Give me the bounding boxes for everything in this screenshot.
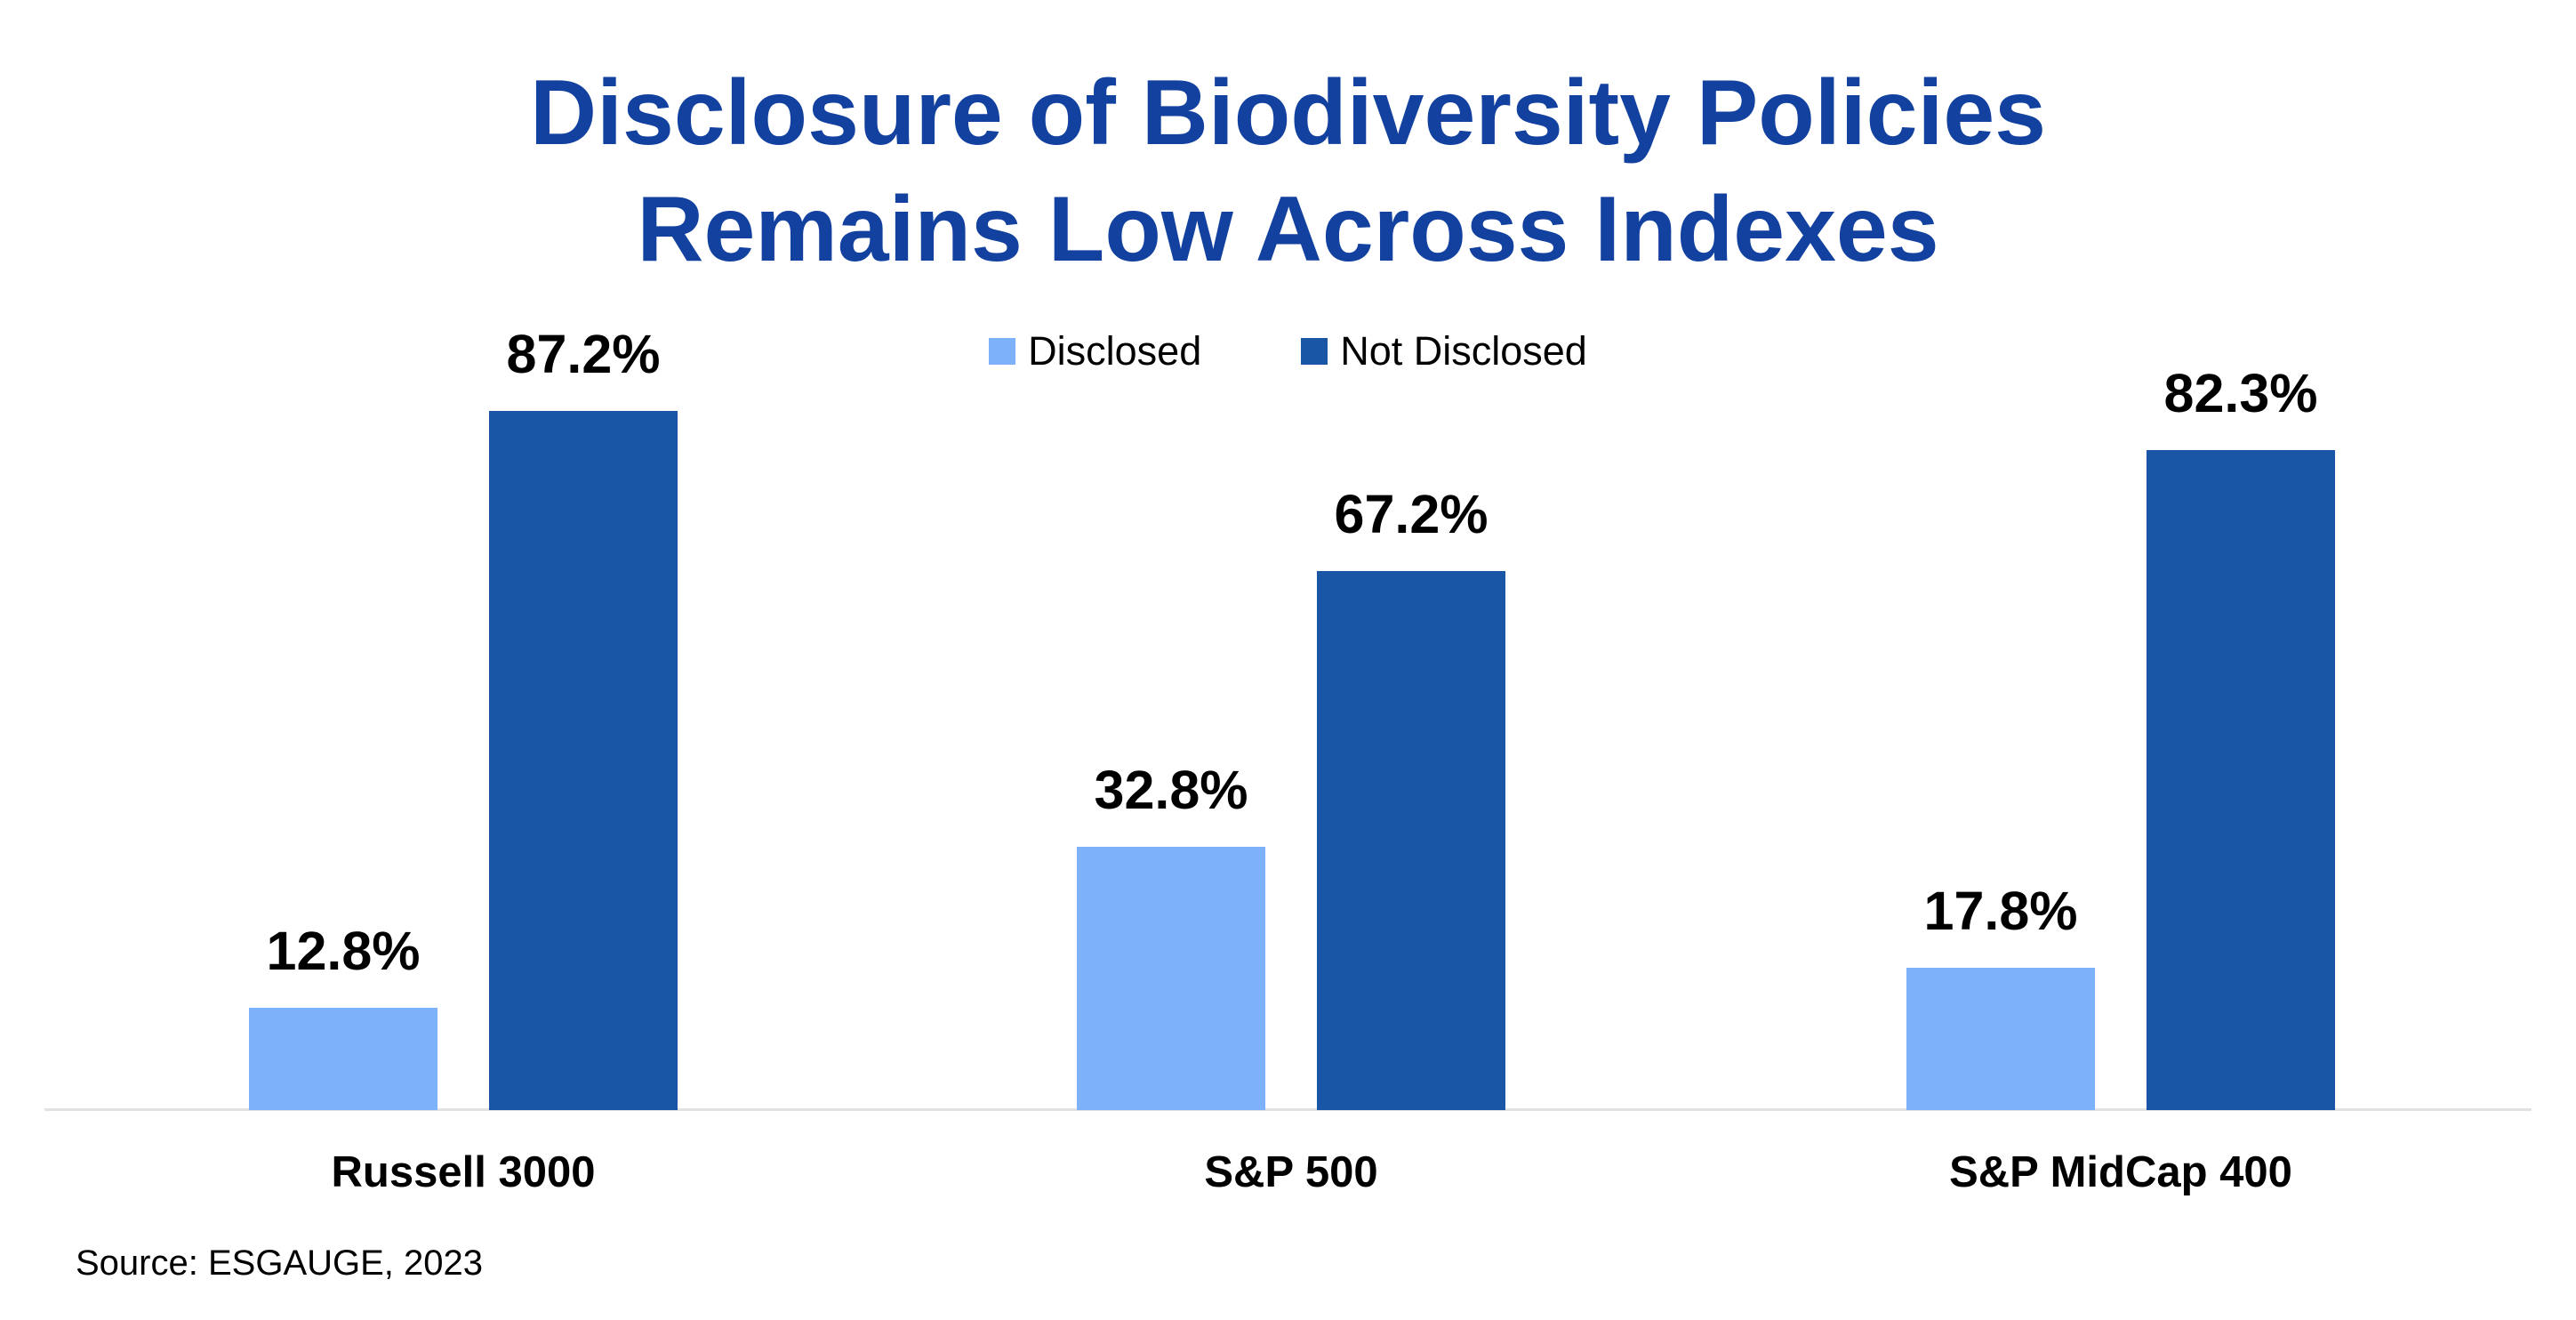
value-label: 82.3%: [2163, 363, 2318, 423]
legend-label-not-disclosed: Not Disclosed: [1340, 328, 1587, 374]
bar-disclosed-s-p-midcap-400: [1906, 968, 2095, 1110]
legend-item-disclosed: Disclosed: [989, 331, 1201, 371]
bar-disclosed-russell-3000: [249, 1008, 437, 1110]
legend: Disclosed Not Disclosed: [0, 331, 2576, 371]
value-label: 87.2%: [506, 324, 661, 384]
chart-title-line-2: Remains Low Across Indexes: [637, 178, 1939, 282]
legend-label-disclosed: Disclosed: [1028, 328, 1202, 374]
category-label-s-p-midcap-400: S&P MidCap 400: [1949, 1148, 2292, 1196]
bar-not-disclosed-s-p-midcap-400: [2147, 450, 2335, 1110]
value-label: 17.8%: [1923, 881, 2078, 941]
value-label: 12.8%: [266, 921, 421, 981]
chart-title-line-1: Disclosure of Biodiversity Policies: [529, 61, 2047, 165]
value-label: 32.8%: [1094, 760, 1248, 820]
legend-swatch-not-disclosed: [1301, 337, 1328, 365]
chart-title: Disclosure of Biodiversity Policies Rema…: [0, 55, 2576, 288]
bar-not-disclosed-s-p-500: [1317, 571, 1505, 1110]
legend-item-not-disclosed: Not Disclosed: [1301, 331, 1587, 371]
value-label: 67.2%: [1334, 484, 1489, 544]
bar-not-disclosed-russell-3000: [489, 411, 678, 1110]
source-note: Source: ESGAUGE, 2023: [76, 1244, 484, 1283]
bar-disclosed-s-p-500: [1077, 847, 1265, 1110]
legend-swatch-disclosed: [989, 337, 1016, 365]
category-label-russell-3000: Russell 3000: [331, 1148, 596, 1196]
category-label-s-p-500: S&P 500: [1204, 1148, 1378, 1196]
x-axis-line: [44, 1108, 2532, 1111]
